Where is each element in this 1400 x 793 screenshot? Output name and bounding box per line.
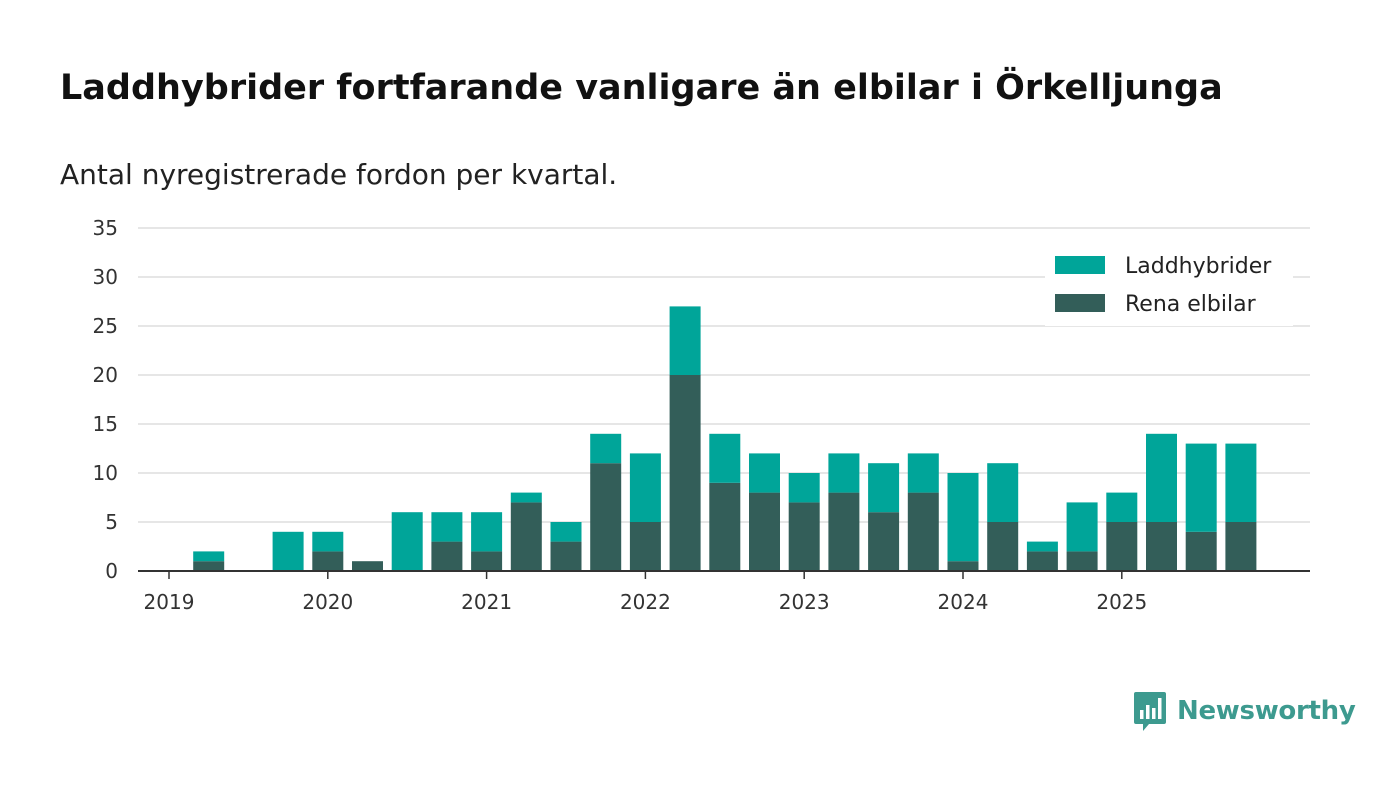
x-tick-label: 2024: [938, 590, 989, 614]
x-tick-label: 2020: [302, 590, 353, 614]
y-tick-label: 5: [105, 510, 118, 534]
bar-laddhybrider: [669, 306, 701, 375]
bar-rena-elbilar: [947, 561, 979, 571]
bar-laddhybrider: [471, 512, 503, 552]
newsworthy-logo: Newsworthy: [1133, 690, 1356, 732]
bar-rena-elbilar: [828, 492, 860, 571]
y-axis-ticks: 0 5 10 15 20 25 30 35: [93, 216, 118, 583]
bar-rena-elbilar: [1106, 522, 1138, 571]
bar-laddhybrider: [590, 433, 622, 464]
bar-rena-elbilar: [629, 522, 661, 571]
bars: [193, 306, 1257, 571]
bar-laddhybrider: [1106, 492, 1138, 522]
x-tick-label: 2022: [620, 590, 671, 614]
bar-laddhybrider: [431, 512, 463, 542]
bar-rena-elbilar: [1185, 531, 1217, 571]
x-axis-ticks: 2019 2020 2021 2022 2023 2024 2025: [144, 571, 1147, 614]
bar-laddhybrider: [550, 522, 582, 542]
bar-rena-elbilar: [788, 502, 820, 571]
bar-laddhybrider: [510, 492, 542, 503]
x-tick-label: 2021: [461, 590, 512, 614]
bar-rena-elbilar: [1146, 522, 1177, 571]
bar-rena-elbilar: [590, 463, 622, 571]
y-tick-label: 10: [93, 461, 118, 485]
bar-laddhybrider: [987, 463, 1019, 522]
chart-title: Laddhybrider fortfarande vanligare än el…: [60, 68, 1223, 108]
y-tick-label: 20: [93, 363, 118, 387]
bar-laddhybrider: [828, 453, 860, 493]
bar-laddhybrider: [947, 473, 979, 562]
bar-laddhybrider: [272, 531, 304, 571]
bar-rena-elbilar: [987, 522, 1019, 571]
bar-laddhybrider: [709, 433, 741, 483]
y-tick-label: 30: [93, 265, 118, 289]
legend: Laddhybrider Rena elbilar: [1045, 240, 1293, 326]
bar-laddhybrider: [391, 512, 423, 571]
bar-rena-elbilar: [709, 482, 741, 571]
x-tick-label: 2025: [1096, 590, 1147, 614]
bar-laddhybrider: [788, 473, 820, 503]
bar-laddhybrider: [1066, 502, 1098, 552]
bar-rena-elbilar: [1066, 551, 1098, 571]
bar-laddhybrider: [1026, 541, 1058, 552]
bar-rena-elbilar: [749, 492, 780, 571]
bar-rena-elbilar: [352, 561, 383, 571]
bar-rena-elbilar: [550, 541, 582, 571]
y-tick-label: 35: [93, 216, 118, 240]
bar-laddhybrider: [312, 531, 344, 552]
bar-laddhybrider: [1185, 443, 1217, 532]
brand-name: Newsworthy: [1177, 696, 1356, 726]
bar-laddhybrider: [1146, 433, 1177, 522]
bar-rena-elbilar: [510, 502, 542, 571]
legend-swatch-laddhybrider: [1055, 256, 1105, 274]
bar-rena-elbilar: [907, 492, 939, 571]
bar-rena-elbilar: [431, 541, 463, 571]
y-tick-label: 15: [93, 412, 118, 436]
bar-rena-elbilar: [312, 551, 344, 571]
bar-laddhybrider: [907, 453, 939, 493]
bar-laddhybrider: [193, 551, 225, 562]
chart-subtitle: Antal nyregistrerade fordon per kvartal.: [60, 158, 618, 191]
bar-rena-elbilar: [471, 551, 503, 571]
newsworthy-logo-icon: [1134, 692, 1166, 731]
x-tick-label: 2019: [144, 590, 195, 614]
bar-rena-elbilar: [669, 375, 701, 571]
y-tick-label: 25: [93, 314, 118, 338]
x-tick-label: 2023: [779, 590, 830, 614]
bar-laddhybrider: [749, 453, 780, 493]
legend-label-rena-elbilar: Rena elbilar: [1125, 292, 1257, 317]
legend-label-laddhybrider: Laddhybrider: [1125, 254, 1272, 279]
bar-rena-elbilar: [1026, 551, 1058, 571]
bar-rena-elbilar: [1225, 522, 1257, 571]
legend-swatch-rena-elbilar: [1055, 294, 1105, 312]
bar-laddhybrider: [868, 463, 900, 513]
bar-rena-elbilar: [868, 512, 900, 571]
bar-laddhybrider: [1225, 443, 1257, 522]
y-tick-label: 0: [105, 559, 118, 583]
bar-rena-elbilar: [193, 561, 225, 571]
bar-laddhybrider: [629, 453, 661, 522]
